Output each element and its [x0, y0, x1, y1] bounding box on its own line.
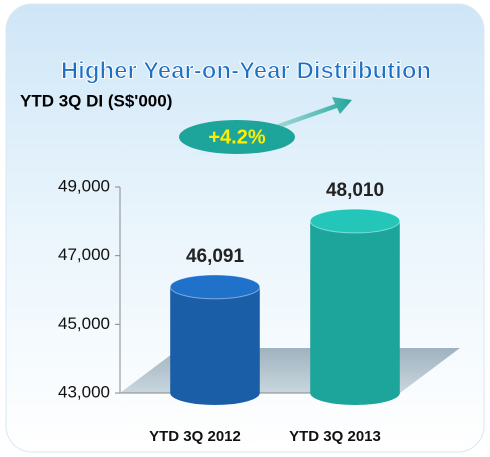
subtitle: YTD 3Q DI (S$'000) [20, 91, 172, 110]
bar-top [309, 208, 401, 234]
annotation-badge [179, 120, 295, 154]
bar [310, 220, 400, 405]
bar [170, 286, 260, 405]
value-label: 46,091 [186, 246, 245, 267]
y-tick-label: 49,000 [58, 176, 110, 195]
bar-top [169, 274, 261, 300]
y-tick-label: 47,000 [58, 245, 110, 264]
chart-title: Higher Year-on-Year Distribution [61, 57, 431, 84]
annotation: +4.2% [208, 126, 265, 148]
y-tick-label: 43,000 [58, 382, 110, 401]
x-tick-label: YTD 3Q 2012 [149, 428, 241, 445]
value-label: 48,010 [326, 180, 384, 201]
y-tick-label: 45,000 [58, 314, 110, 333]
x-tick-label: YTD 3Q 2013 [289, 428, 381, 445]
